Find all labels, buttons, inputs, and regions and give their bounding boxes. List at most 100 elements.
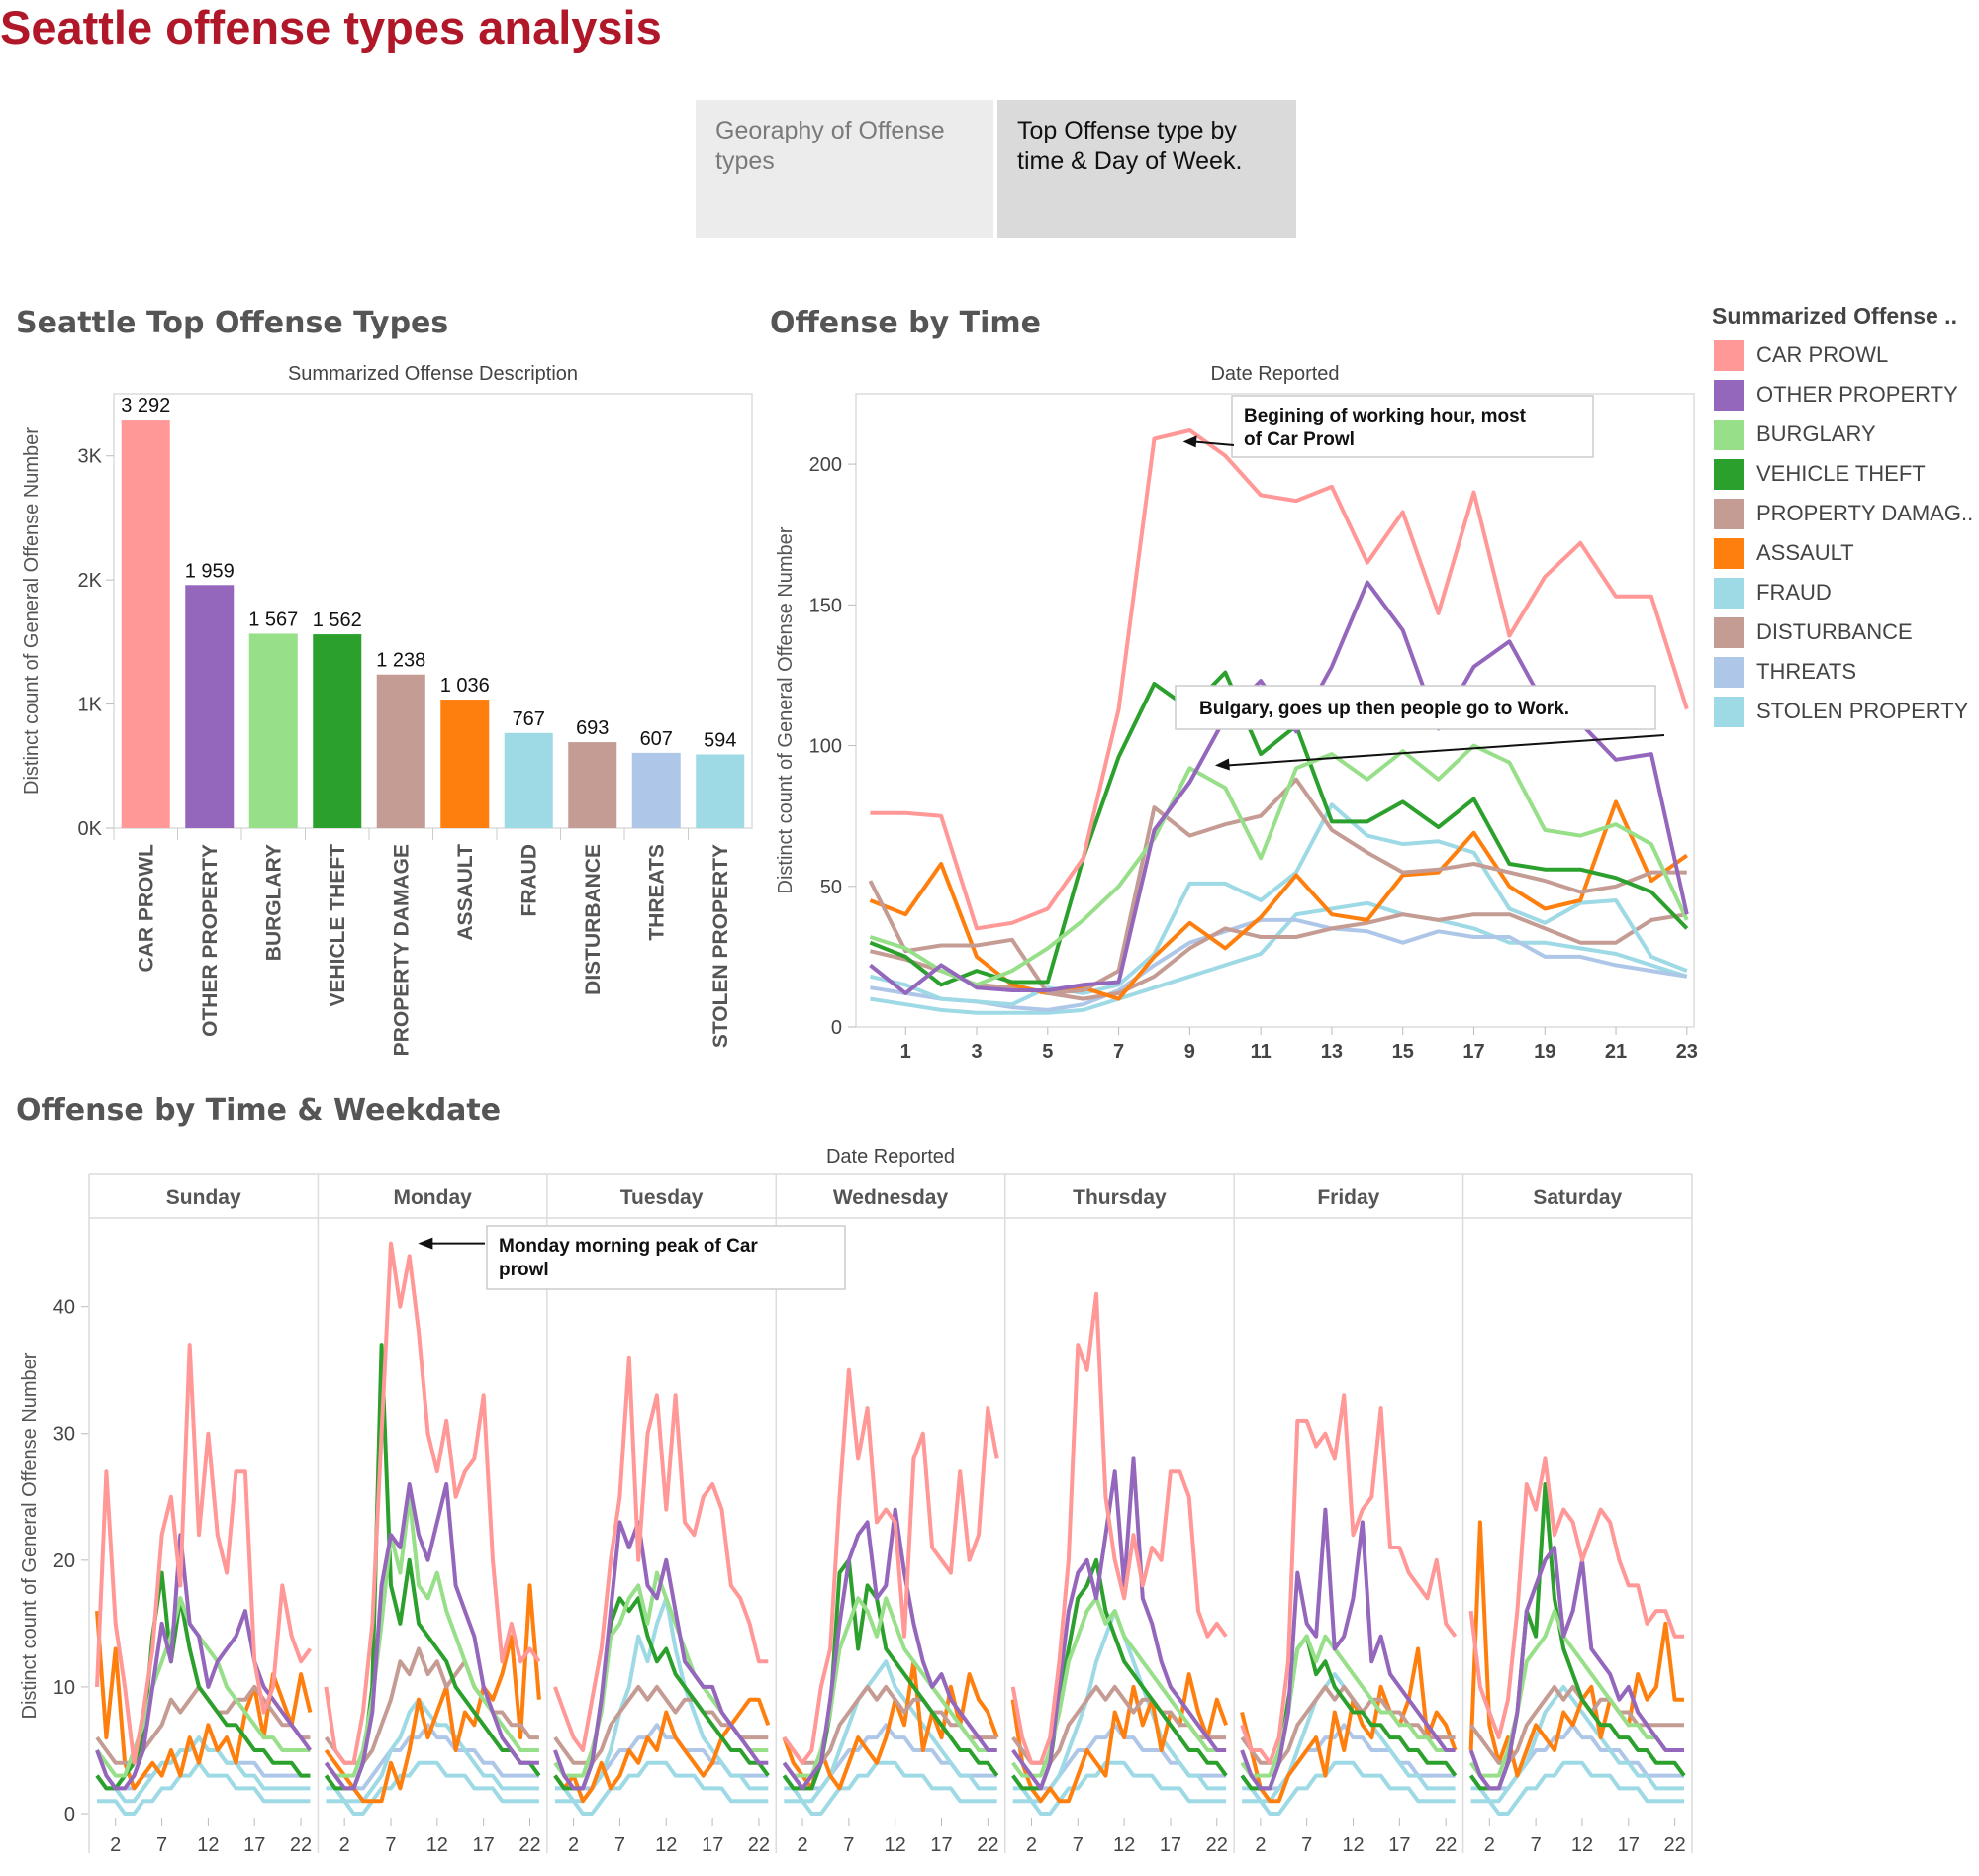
x-tick-label: 17	[243, 1834, 265, 1856]
bar-chart-top-offense-types: Summarized Offense Description Distinct c…	[21, 363, 753, 1056]
legend-item-car-prowl[interactable]: CAR PROWL	[1712, 335, 1979, 375]
x-tick-label: 17	[473, 1834, 495, 1856]
legend-item-property-damag[interactable]: PROPERTY DAMAG..	[1712, 494, 1979, 533]
annotation-text: Begining of working hour, most	[1244, 406, 1527, 426]
x-tick-label: 22	[518, 1834, 540, 1856]
legend-item-stolen-property[interactable]: STOLEN PROPERTY	[1712, 692, 1979, 731]
series-line-car-prowl-monday	[324, 1241, 541, 1765]
annotation-arrow-line	[1226, 734, 1665, 767]
y-tick-label: 40	[53, 1297, 75, 1319]
series-line-burglary-saturday	[1468, 1609, 1684, 1778]
series-line-stolen-property	[870, 900, 1688, 1015]
bar-value-label: 607	[640, 728, 673, 750]
annotation-text: of Car Prowl	[1244, 429, 1355, 450]
chart-header: Summarized Offense Description	[288, 363, 578, 385]
annotation-arrow-head	[1214, 758, 1230, 771]
series-line-vehicle-theft-sunday	[95, 1570, 311, 1791]
x-tick-label: 5	[1042, 1041, 1053, 1063]
series-line-threats-monday	[324, 1723, 539, 1791]
legend-item-disturbance[interactable]: DISTURBANCE	[1712, 612, 1979, 652]
x-tick-label: 9	[1184, 1041, 1195, 1063]
x-tick-label: 12	[426, 1834, 448, 1856]
y-tick-label: 1K	[78, 695, 103, 716]
series-line-burglary-friday	[1240, 1634, 1456, 1778]
x-tick-label: BURGLARY	[262, 844, 285, 961]
y-tick-label: 150	[809, 595, 842, 616]
x-tick-label: 7	[156, 1834, 167, 1856]
legend-item-other-property[interactable]: OTHER PROPERTY	[1712, 375, 1979, 415]
legend-label: CAR PROWL	[1756, 342, 1889, 367]
legend-item-vehicle-theft[interactable]: VEHICLE THEFT	[1712, 454, 1979, 494]
series-lines	[95, 1241, 1686, 1816]
series-line-fraud-wednesday	[784, 1659, 997, 1804]
x-tick-label: 12	[1342, 1834, 1364, 1856]
chart-header: Date Reported	[826, 1146, 955, 1168]
annotation-arrow-head	[1182, 435, 1197, 448]
line-chart-offense-by-weekday: Date Reported Distinct count of General O…	[19, 1146, 1693, 1856]
y-tick-label: 0	[831, 1017, 842, 1039]
series-line-stolen-property-friday	[1242, 1760, 1456, 1816]
x-tick-label: 11	[1251, 1041, 1272, 1063]
series-lines	[868, 428, 1689, 1015]
bar-burglary	[248, 633, 298, 828]
bar-car-prowl	[121, 420, 170, 828]
bar-value-label: 1 238	[376, 650, 425, 672]
x-tick-label: 22	[977, 1834, 998, 1856]
legend-swatch	[1714, 498, 1744, 529]
series-line-other-property-wednesday	[782, 1507, 997, 1791]
series-line-assault-monday	[324, 1583, 541, 1804]
tab-offense-by-time[interactable]: Top Offense type by time & Day of Week.	[997, 100, 1296, 238]
annotation-text: prowl	[499, 1260, 549, 1280]
panel-label-sunday: Sunday	[166, 1186, 241, 1209]
series-line-car-prowl-saturday	[1468, 1456, 1684, 1740]
legend-label: THREATS	[1756, 659, 1857, 684]
x-tick-label: VEHICLE THEFT	[327, 844, 349, 1007]
x-tick-label: 3	[971, 1041, 982, 1063]
legend-item-burglary[interactable]: BURGLARY	[1712, 415, 1979, 454]
x-tick-label: 7	[385, 1834, 396, 1856]
bar-other-property	[185, 585, 235, 828]
legend-swatch	[1714, 616, 1744, 648]
series-line-car-prowl-tuesday	[553, 1355, 769, 1752]
legend-item-threats[interactable]: THREATS	[1712, 652, 1979, 692]
series-line-threats	[870, 917, 1688, 1012]
x-tick-label: 2	[1255, 1834, 1266, 1856]
y-tick-label: 2K	[78, 570, 103, 592]
x-tick-label: THREATS	[645, 844, 668, 941]
legend-item-fraud[interactable]: FRAUD	[1712, 573, 1979, 612]
section-title-top-types: Seattle Top Offense Types	[16, 306, 449, 340]
section-title-offense-by-time: Offense by Time	[770, 306, 1041, 340]
series-line-car-prowl-thursday	[1010, 1291, 1228, 1765]
series-line-burglary	[869, 743, 1689, 987]
panel-label-monday: Monday	[393, 1186, 472, 1209]
legend-label: STOLEN PROPERTY	[1756, 699, 1969, 723]
y-axis-label: Distinct count of General Offense Number	[21, 427, 43, 795]
legend-label: ASSAULT	[1756, 540, 1854, 565]
x-tick-label: ASSAULT	[454, 844, 477, 941]
x-tick-label: 1	[900, 1041, 911, 1063]
series-line-other-property-tuesday	[553, 1520, 769, 1791]
panel-label-thursday: Thursday	[1073, 1186, 1167, 1209]
y-tick-label: 100	[809, 736, 842, 758]
bar-vehicle-theft	[313, 634, 362, 828]
panel-label-saturday: Saturday	[1533, 1186, 1622, 1209]
x-tick-label: 22	[290, 1834, 312, 1856]
tab-geography[interactable]: Georaphy of Offense types	[696, 100, 993, 238]
legend-label: DISTURBANCE	[1756, 619, 1913, 644]
legend-swatch	[1714, 696, 1744, 727]
x-tick-label: PROPERTY DAMAGE	[390, 844, 413, 1056]
series-line-stolen-property-sunday	[97, 1760, 311, 1816]
legend-label: PROPERTY DAMAG..	[1756, 501, 1974, 525]
series-line-disturbance	[869, 912, 1688, 1001]
bar-value-label: 1 567	[248, 609, 298, 630]
x-tick-label: 7	[1531, 1834, 1542, 1856]
legend-item-assault[interactable]: ASSAULT	[1712, 533, 1979, 573]
legend-swatch	[1714, 458, 1744, 490]
series-line-assault-thursday	[1010, 1672, 1228, 1804]
bar-value-label: 767	[513, 708, 545, 730]
section-title-offense-by-weekday: Offense by Time & Weekdate	[16, 1093, 502, 1128]
x-tick-label: 12	[1113, 1834, 1135, 1856]
series-line-fraud-tuesday	[554, 1596, 769, 1804]
bar-fraud	[504, 732, 553, 828]
series-line-property-damage	[868, 777, 1687, 995]
